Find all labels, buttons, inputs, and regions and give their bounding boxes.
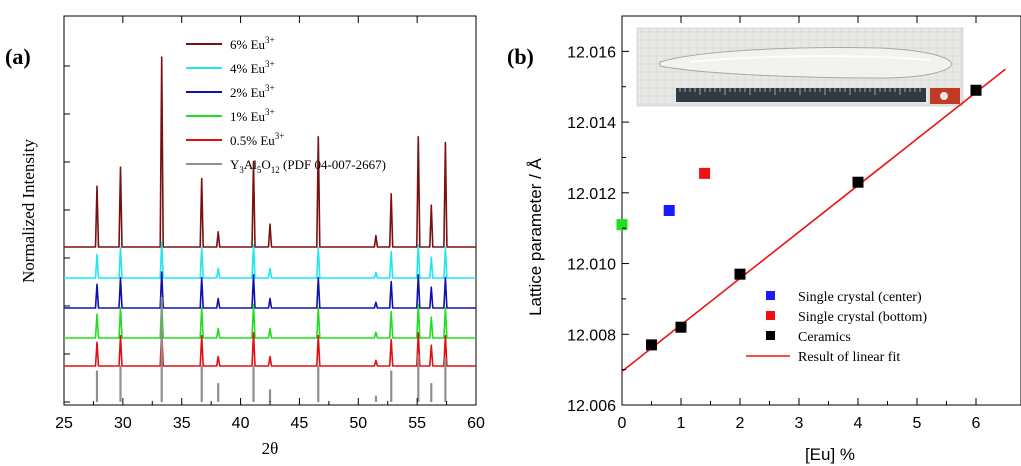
x-tick-label: 50 bbox=[349, 415, 367, 432]
legend-entry: Y3Al5O12 (PDF 04-007-2667) bbox=[230, 157, 386, 175]
fit-line bbox=[621, 68, 1006, 373]
panel-b-frame bbox=[621, 15, 1021, 406]
x-tick-label: 25 bbox=[55, 415, 73, 432]
lattice-point bbox=[699, 167, 711, 179]
panel-b-legend: Single crystal (center) Single crystal (b… bbox=[746, 290, 927, 365]
xrd-trace-1 bbox=[64, 241, 476, 279]
x-tick-label: 30 bbox=[114, 415, 132, 432]
linear-fit-line bbox=[621, 68, 1006, 373]
panel-a-x-label: 2θ bbox=[262, 439, 279, 458]
legend-entry: 4% Eu3+ bbox=[230, 59, 275, 76]
reference-sticks bbox=[95, 297, 447, 402]
lattice-point bbox=[616, 219, 628, 231]
panel-a-frame bbox=[63, 15, 477, 406]
x-tick-label: 4 bbox=[854, 415, 863, 432]
panel-a-y-label: Normalized Intensity bbox=[19, 139, 38, 283]
xrd-trace-4 bbox=[64, 329, 476, 367]
y-tick-label: 12.006 bbox=[567, 398, 616, 415]
legend-entry: 2% Eu3+ bbox=[230, 83, 275, 100]
legend-entry: Single crystal (center) bbox=[798, 290, 922, 305]
panel-a-label: (a) bbox=[5, 44, 31, 69]
y-tick-label: 12.010 bbox=[567, 257, 616, 274]
lattice-points bbox=[616, 84, 982, 351]
panel-b-y-label: Lattice parameter / Å bbox=[526, 157, 545, 315]
lattice-point bbox=[852, 176, 864, 188]
xrd-trace-0 bbox=[64, 56, 476, 248]
panel-a-legend: 6% Eu3+ 4% Eu3+ 2% Eu3+ 1% Eu3+ 0.5% Eu3+ Y3A… bbox=[186, 35, 386, 175]
xrd-traces bbox=[64, 56, 476, 367]
panel-b-x-ticks: 0 1 2 3 4 5 6 bbox=[618, 16, 981, 432]
x-tick-label: 40 bbox=[232, 415, 250, 432]
x-tick-label: 55 bbox=[408, 415, 426, 432]
lattice-point bbox=[675, 321, 687, 333]
x-tick-label: 45 bbox=[291, 415, 309, 432]
lattice-point bbox=[970, 84, 982, 96]
panel-a: (a) 25 30 35 40 45 50 55 60 6% Eu3+ 4% Eu3+ 2% Eu… bbox=[5, 15, 485, 458]
lattice-point bbox=[646, 339, 657, 351]
legend-entry: Ceramics bbox=[798, 330, 851, 345]
panel-b-y-ticks: 12.006 12.008 12.010 12.012 12.014 12.016 bbox=[567, 44, 629, 415]
legend-swatch bbox=[766, 291, 775, 300]
legend-swatch bbox=[766, 311, 775, 320]
legend-entry: Result of linear fit bbox=[798, 350, 900, 365]
x-tick-label: 1 bbox=[677, 415, 686, 432]
y-tick-label: 12.016 bbox=[567, 44, 616, 61]
x-tick-label: 60 bbox=[467, 415, 485, 432]
legend-entry: 0.5% Eu3+ bbox=[230, 131, 284, 148]
legend-entry: 6% Eu3+ bbox=[230, 35, 275, 52]
y-tick-label: 12.012 bbox=[567, 186, 616, 203]
xrd-trace-3 bbox=[64, 301, 476, 339]
legend-entry: Single crystal (bottom) bbox=[798, 310, 927, 325]
x-tick-label: 3 bbox=[795, 415, 804, 432]
lattice-point bbox=[663, 205, 675, 216]
lattice-point bbox=[734, 268, 746, 280]
panel-b-x-label: [Eu] % bbox=[805, 445, 855, 464]
panel-a-x-ticks: 25 30 35 40 45 50 55 60 bbox=[55, 16, 485, 432]
legend-swatch bbox=[766, 331, 775, 340]
y-tick-label: 12.008 bbox=[567, 327, 616, 344]
x-tick-label: 2 bbox=[736, 415, 745, 432]
x-tick-label: 6 bbox=[972, 415, 981, 432]
panel-a-y-ticks bbox=[64, 65, 70, 403]
legend-entry: 1% Eu3+ bbox=[230, 107, 275, 124]
xrd-trace-2 bbox=[64, 271, 476, 309]
crystal-photo-inset bbox=[636, 27, 964, 107]
panel-b-label: (b) bbox=[507, 44, 534, 69]
y-tick-label: 12.014 bbox=[567, 115, 616, 132]
x-tick-label: 0 bbox=[618, 415, 627, 432]
x-tick-label: 5 bbox=[913, 415, 922, 432]
x-tick-label: 35 bbox=[173, 415, 191, 432]
